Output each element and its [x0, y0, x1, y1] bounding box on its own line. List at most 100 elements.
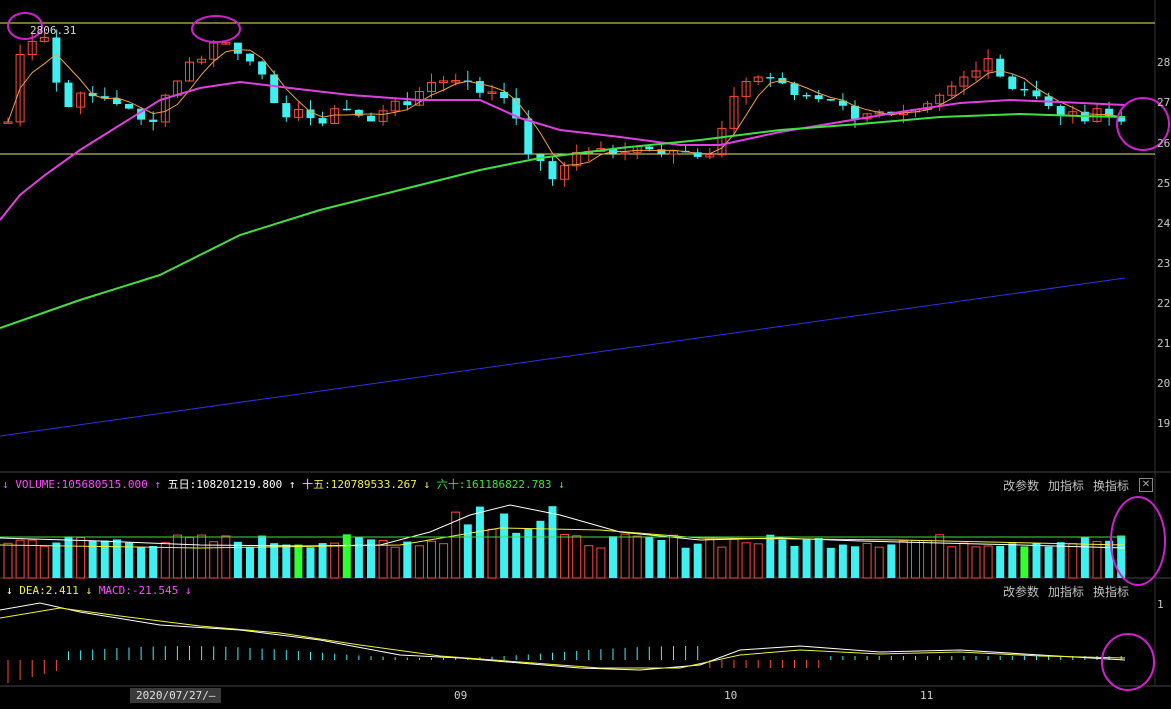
- macd-value: MACD:-21.545: [98, 584, 179, 597]
- volume-bar: [403, 541, 412, 578]
- candle-up: [983, 58, 993, 72]
- volume-bar: [814, 538, 823, 578]
- close-icon[interactable]: ✕: [1139, 478, 1153, 492]
- volume-bar: [367, 539, 375, 578]
- volume-bar: [390, 546, 400, 579]
- candle-down: [282, 103, 291, 118]
- candle-up: [729, 95, 739, 129]
- price-axis-tick: 27: [1157, 96, 1171, 109]
- volume-bar: [100, 540, 109, 578]
- modify-params-button-volume[interactable]: 改参数: [1003, 479, 1040, 493]
- volume-bar: [463, 524, 472, 578]
- candle-down: [246, 53, 254, 62]
- macd-dea-line: [0, 607, 1126, 669]
- volume-bar: [294, 544, 303, 578]
- candle-down: [645, 146, 654, 150]
- candle-up: [959, 76, 969, 87]
- candle-down: [1056, 106, 1065, 116]
- candle-down: [354, 109, 363, 116]
- price-axis-tick: 25: [1157, 177, 1171, 190]
- candle-up: [197, 58, 207, 63]
- volume-ma-yellow: [0, 527, 1126, 549]
- volume-bar: [693, 543, 702, 578]
- volume-ma10: 十五:120789533.267: [302, 478, 417, 491]
- volume-bar: [826, 547, 835, 578]
- volume-bar: [729, 538, 739, 579]
- selected-date: 2020/07/27/—: [130, 688, 222, 703]
- volume-bar: [572, 535, 582, 579]
- candle-down: [996, 58, 1005, 77]
- volume-bar: [705, 538, 715, 579]
- price-axis-tick: 24: [1157, 217, 1171, 230]
- candle-down: [258, 61, 267, 75]
- add-indicator-button-volume[interactable]: 加指标: [1048, 479, 1085, 493]
- volume-bar: [548, 506, 557, 578]
- volume-bar: [1056, 542, 1065, 578]
- volume-bar: [996, 545, 1005, 578]
- candle-up: [39, 36, 49, 42]
- volume-bar: [270, 543, 279, 578]
- volume-bar: [717, 546, 727, 579]
- volume-bar: [681, 547, 690, 578]
- volume-bar: [1105, 540, 1114, 578]
- volume-bar: [414, 545, 424, 579]
- candle-up: [221, 42, 231, 45]
- switch-indicator-button-macd[interactable]: 换指标: [1093, 585, 1130, 599]
- candle-up: [439, 80, 449, 84]
- volume-bar: [378, 539, 388, 579]
- ma5-arrow: ↑: [154, 478, 161, 491]
- macd-axis-tick: 1: [1157, 598, 1164, 611]
- volume-bar: [898, 540, 908, 579]
- ma60-arrow: ↓: [423, 478, 431, 491]
- ma-short-line: [7, 49, 1122, 166]
- dea-value: DEA:2.411: [19, 584, 79, 597]
- candle-up: [390, 100, 400, 112]
- ma-long-line: [0, 112, 1126, 329]
- candle-down: [52, 37, 61, 83]
- candle-down: [512, 98, 521, 119]
- candle-down: [270, 74, 279, 104]
- highlight-circle: [191, 15, 241, 43]
- candle-down: [548, 161, 557, 180]
- volume-bar: [27, 539, 37, 579]
- ma10-arrow: ↑: [288, 478, 296, 491]
- volume-bar: [838, 544, 847, 578]
- candle-down: [1020, 88, 1029, 91]
- ma-very-long-line: [0, 277, 1126, 437]
- candle-up: [15, 54, 25, 123]
- candle-up: [705, 154, 715, 158]
- candle-down: [851, 105, 859, 119]
- add-indicator-button-macd[interactable]: 加指标: [1048, 585, 1085, 599]
- volume-bar: [923, 540, 933, 579]
- candle-up: [1092, 108, 1102, 122]
- volume-bar: [354, 536, 363, 578]
- volume-bar: [657, 540, 666, 578]
- candle-up: [76, 92, 86, 108]
- modify-params-button-macd[interactable]: 改参数: [1003, 585, 1040, 599]
- price-axis-tick: 21: [1157, 337, 1171, 350]
- switch-indicator-button-volume[interactable]: 换指标: [1093, 479, 1130, 493]
- volume-bar: [645, 537, 654, 578]
- candle-up: [669, 150, 678, 155]
- date-label-10: 10: [724, 689, 738, 702]
- volume-bar: [911, 540, 920, 579]
- volume-bar: [64, 536, 73, 578]
- candle-down: [500, 91, 509, 99]
- candle-down: [838, 100, 847, 106]
- volume-bar: [536, 520, 545, 578]
- candle-down: [693, 152, 702, 157]
- volume-bar: [1044, 546, 1053, 578]
- candle-down: [657, 149, 666, 154]
- candle-down: [306, 109, 315, 119]
- candle-up: [935, 94, 945, 105]
- candle-up: [560, 165, 570, 180]
- volume-bar: [427, 540, 436, 579]
- dea-arrow: ↓: [6, 584, 13, 597]
- volume-bar: [475, 506, 484, 578]
- candle-up: [414, 91, 424, 106]
- candle-down: [233, 42, 242, 54]
- candle-up: [741, 80, 751, 97]
- price-axis-tick: 26: [1157, 137, 1171, 150]
